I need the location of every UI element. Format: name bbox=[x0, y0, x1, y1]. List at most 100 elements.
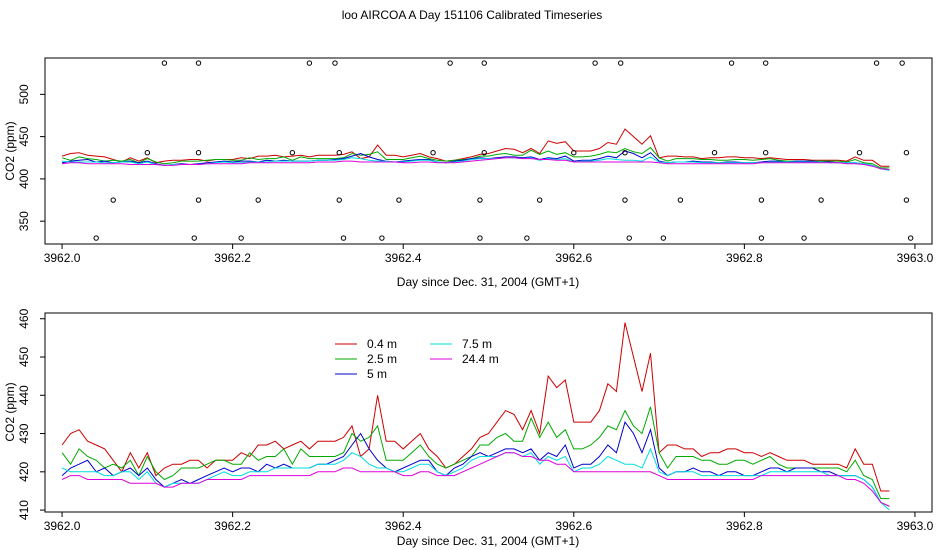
data-point-marker bbox=[379, 235, 385, 241]
top-y-tick-label: 400 bbox=[17, 169, 31, 189]
bottom-y-tick-label: 410 bbox=[17, 500, 31, 520]
data-point-marker bbox=[477, 235, 483, 241]
data-point-marker bbox=[711, 149, 718, 156]
data-point-marker bbox=[238, 235, 244, 241]
data-point-marker bbox=[447, 60, 453, 66]
legend-label: 7.5 m bbox=[462, 337, 492, 351]
bottom-series-line-2-5-m bbox=[61, 406, 890, 500]
bottom-series-line-24-4-m bbox=[61, 452, 890, 507]
data-point-marker bbox=[677, 197, 684, 203]
top-panel: CO2 (ppm) Day since Dec. 31, 2004 (GMT+1… bbox=[3, 57, 934, 289]
data-point-marker bbox=[660, 235, 667, 241]
data-point-marker bbox=[306, 60, 313, 66]
bottom-y-tick-label: 430 bbox=[17, 423, 31, 443]
data-point-marker bbox=[617, 60, 624, 66]
data-point-marker bbox=[762, 60, 769, 66]
legend: 0.4 m2.5 m5 m 7.5 m24.4 m bbox=[335, 337, 499, 381]
data-point-marker bbox=[856, 149, 863, 156]
bottom-y-tick-label: 450 bbox=[17, 347, 31, 367]
data-point-marker bbox=[477, 197, 483, 203]
bottom-x-ticks: 3962.0 3962.2 3962.4 3962.6 3962.8 3963.0 bbox=[44, 512, 934, 533]
data-point-marker bbox=[622, 149, 628, 156]
data-point-marker bbox=[340, 235, 347, 241]
data-point-marker bbox=[903, 197, 910, 203]
data-point-marker bbox=[622, 197, 628, 203]
data-point-marker bbox=[336, 197, 342, 203]
top-y-tick-label: 500 bbox=[17, 84, 31, 104]
top-x-axis-label: Day since Dec. 31, 2004 (GMT+1) bbox=[397, 275, 579, 289]
data-point-marker bbox=[110, 197, 116, 203]
data-point-marker bbox=[396, 197, 402, 203]
bottom-y-tick-label: 460 bbox=[17, 308, 31, 328]
bottom-panel: CO2 (ppm) Day since Dec. 31, 2004 (GMT+1… bbox=[3, 308, 934, 548]
top-series-line-0-4-m bbox=[61, 128, 890, 167]
data-point-marker bbox=[191, 235, 197, 241]
data-point-marker bbox=[873, 60, 880, 66]
legend-label: 2.5 m bbox=[367, 352, 397, 366]
top-x-tick-label: 3962.2 bbox=[214, 251, 251, 265]
top-series-line-24-4-m bbox=[62, 157, 890, 171]
bottom-y-axis-label: CO2 (ppm) bbox=[3, 382, 17, 441]
data-point-marker bbox=[481, 60, 487, 66]
data-point-marker bbox=[758, 197, 765, 203]
data-point-marker bbox=[524, 235, 530, 241]
bottom-plot-frame bbox=[44, 312, 933, 513]
legend-label: 0.4 m bbox=[367, 337, 397, 351]
legend-label: 5 m bbox=[367, 367, 387, 381]
data-point-marker bbox=[93, 235, 99, 241]
bottom-x-tick-label: 3962.2 bbox=[214, 519, 251, 533]
data-point-marker bbox=[536, 197, 543, 203]
bottom-y-tick-label: 440 bbox=[17, 385, 31, 405]
bottom-x-tick-label: 3962.0 bbox=[44, 519, 81, 533]
top-y-axis-label: CO2 (ppm) bbox=[3, 121, 17, 180]
data-point-marker bbox=[161, 60, 168, 66]
bottom-series-line-0-4-m bbox=[61, 322, 890, 492]
data-point-marker bbox=[903, 149, 910, 156]
data-point-marker bbox=[195, 149, 202, 156]
data-point-marker bbox=[592, 60, 598, 66]
data-point-marker bbox=[144, 149, 151, 156]
data-point-marker bbox=[907, 235, 914, 241]
bottom-x-tick-label: 3963.0 bbox=[897, 519, 934, 533]
data-point-marker bbox=[195, 60, 202, 66]
bottom-y-tick-label: 420 bbox=[17, 461, 31, 481]
top-plot-frame bbox=[44, 57, 933, 245]
data-point-marker bbox=[728, 60, 735, 66]
bottom-y-ticks: 410 420 430 440 450 460 bbox=[17, 308, 45, 520]
bottom-x-axis-label: Day since Dec. 31, 2004 (GMT+1) bbox=[397, 534, 579, 548]
top-x-ticks: 3962.0 3962.2 3962.4 3962.6 3962.8 3963.0 bbox=[44, 244, 934, 265]
top-points bbox=[93, 60, 914, 241]
data-point-marker bbox=[899, 60, 905, 66]
bottom-x-tick-label: 3962.4 bbox=[385, 519, 422, 533]
data-point-marker bbox=[255, 197, 261, 203]
top-x-tick-label: 3962.4 bbox=[385, 251, 422, 265]
top-x-tick-label: 3962.0 bbox=[44, 251, 81, 265]
top-series-lines bbox=[61, 128, 890, 171]
bottom-series-line-5-m bbox=[61, 420, 890, 507]
data-point-marker bbox=[818, 197, 824, 203]
top-y-ticks: 350 400 450 500 bbox=[17, 84, 45, 231]
data-point-marker bbox=[762, 149, 769, 156]
bottom-x-tick-label: 3962.8 bbox=[726, 519, 763, 533]
bottom-x-tick-label: 3962.6 bbox=[555, 519, 592, 533]
data-point-marker bbox=[289, 149, 296, 156]
chart-title: loo AIRCOA A Day 151106 Calibrated Times… bbox=[342, 8, 603, 22]
data-point-marker bbox=[626, 235, 632, 241]
data-point-marker bbox=[195, 197, 202, 203]
legend-label: 24.4 m bbox=[462, 352, 499, 366]
bottom-series-lines bbox=[61, 322, 890, 511]
data-point-marker bbox=[801, 235, 807, 241]
top-x-tick-label: 3962.8 bbox=[726, 251, 763, 265]
data-point-marker bbox=[481, 149, 487, 156]
data-point-marker bbox=[430, 149, 436, 156]
data-point-marker bbox=[758, 235, 765, 241]
data-point-marker bbox=[332, 60, 338, 66]
top-series-line-2-5-m bbox=[61, 146, 890, 169]
top-y-tick-label: 450 bbox=[17, 126, 31, 146]
data-point-marker bbox=[336, 149, 342, 156]
data-point-marker bbox=[571, 149, 577, 156]
top-y-tick-label: 350 bbox=[17, 211, 31, 231]
top-x-tick-label: 3962.6 bbox=[555, 251, 592, 265]
top-x-tick-label: 3963.0 bbox=[897, 251, 934, 265]
